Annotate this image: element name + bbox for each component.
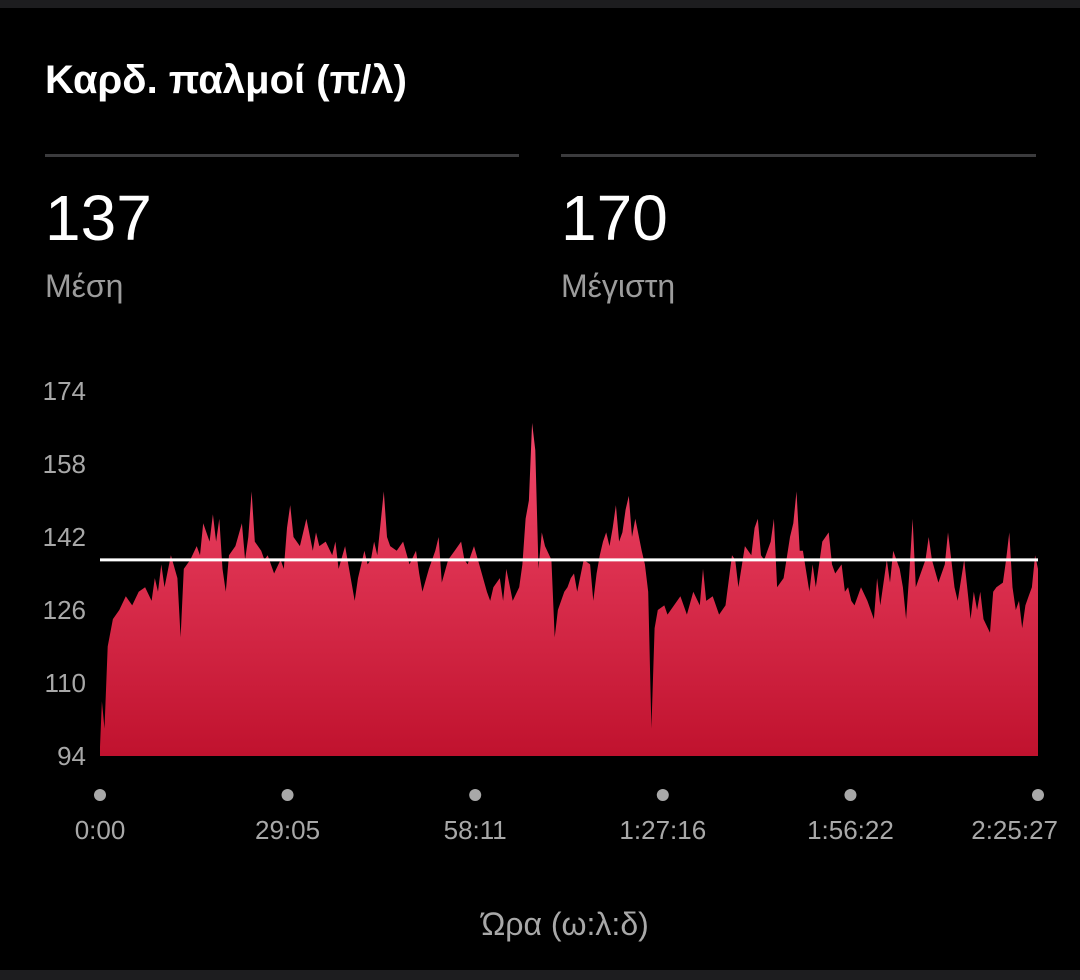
bottom-strip: [0, 970, 1080, 980]
y-tick-label: 110: [45, 668, 86, 698]
x-tick-dot: [844, 789, 857, 801]
maximum-label: Μέγιστη: [561, 268, 676, 304]
y-tick-label: 158: [43, 449, 86, 479]
maximum-value: 170: [561, 182, 668, 254]
x-tick-dot: [281, 789, 294, 801]
y-tick-label: 174: [43, 376, 86, 406]
x-tick-label: 2:25:27: [971, 815, 1058, 845]
x-tick-label: 1:56:22: [807, 815, 894, 845]
average-value: 137: [45, 182, 152, 254]
divider-average: [45, 154, 519, 157]
x-tick-dot: [1032, 789, 1044, 801]
x-tick-dot: [469, 789, 482, 801]
x-tick-label: 0:00: [75, 815, 126, 845]
x-tick-dot: [656, 789, 669, 801]
chart-title: Καρδ. παλμοί (π/λ): [45, 58, 407, 102]
x-tick-dot: [94, 789, 106, 801]
heart-rate-area: [100, 422, 1038, 756]
x-axis-label: Ώρα (ω:λ:δ): [481, 906, 649, 942]
x-axis: 0:00 29:05 58:11 1:27:16 1:56:22 2:25:27: [75, 789, 1058, 845]
x-tick-label: 1:27:16: [619, 815, 706, 845]
divider-maximum: [561, 154, 1036, 157]
x-tick-label: 58:11: [444, 815, 507, 845]
y-tick-label: 126: [43, 595, 86, 625]
y-tick-label: 94: [57, 741, 86, 771]
top-strip: [0, 0, 1080, 8]
x-tick-label: 29:05: [255, 815, 320, 845]
y-tick-label: 142: [43, 522, 86, 552]
y-axis: 94 110 126 142 158 174: [43, 376, 86, 771]
average-label: Μέση: [45, 268, 124, 304]
